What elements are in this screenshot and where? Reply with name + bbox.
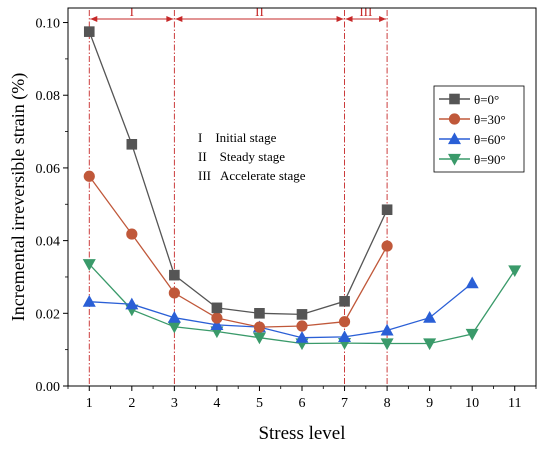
y-tick-label: 0.02	[36, 307, 61, 322]
series-line	[88, 31, 388, 316]
data-point-triangle-down	[380, 338, 394, 351]
x-tick-label: 6	[299, 396, 306, 411]
data-point-triangle-up	[167, 311, 181, 323]
legend-label: θ=90°	[474, 152, 506, 167]
legend-box	[433, 85, 525, 173]
series-3	[82, 276, 479, 343]
data-point-triangle-down	[252, 332, 266, 345]
y-tick-label: 0.10	[36, 17, 61, 32]
series-line	[89, 282, 473, 339]
data-point-square	[83, 26, 95, 37]
data-point-square	[381, 204, 393, 216]
stage-arrowhead-right	[166, 16, 174, 22]
stage-arrow-2: II	[175, 4, 344, 22]
y-tick-label: 0.04	[36, 235, 61, 250]
data-point-triangle-up	[447, 132, 462, 145]
stage-arrowhead-left	[175, 16, 183, 22]
x-axis-label: Stress level	[258, 423, 345, 444]
y-tick-label: 0.08	[36, 89, 61, 104]
data-point-circle	[168, 287, 180, 299]
data-point-circle	[448, 113, 461, 125]
stage-arrow-3: III	[345, 4, 387, 22]
x-tick-label: 8	[384, 396, 391, 411]
data-point-circle	[296, 320, 308, 332]
data-point-triangle-down	[82, 259, 96, 271]
data-point-triangle-up	[338, 330, 352, 343]
legend-label: θ=30°	[474, 112, 506, 127]
data-point-triangle-down	[447, 153, 462, 166]
data-point-square	[449, 93, 460, 105]
legend-label: θ=60°	[474, 132, 506, 147]
stage-layer: I II III	[88, 4, 388, 386]
x-tick-label: 3	[171, 396, 178, 411]
stage-label: I	[130, 4, 134, 19]
stage-arrowhead-right	[379, 16, 387, 22]
stage-label: II	[255, 4, 264, 19]
series-1	[83, 26, 393, 320]
data-point-square	[296, 309, 308, 320]
data-point-square	[339, 296, 350, 307]
series-4	[82, 259, 522, 351]
data-point-triangle-up	[210, 318, 224, 331]
legend-entry-4: θ=90°	[439, 152, 506, 167]
legend-label: θ=0°	[474, 92, 499, 107]
data-point-triangle-up	[423, 311, 437, 323]
data-point-circle	[83, 170, 95, 182]
legend-entry-1: θ=0°	[439, 92, 499, 107]
data-point-circle	[253, 321, 266, 333]
axes-layer: 1 2 3 4 5 6 7 8 9 10 11 0.00 0.02 0.04 0.06 0.08 0.10 Str…	[8, 7, 537, 444]
stage-arrowhead-right	[336, 16, 344, 22]
data-point-triangle-up	[380, 323, 394, 336]
x-tick-label: 1	[86, 396, 93, 411]
data-point-triangle-up	[295, 331, 309, 343]
y-tick-label: 0.06	[36, 162, 61, 177]
annotation-layer: I Initial stage II Steady stage III Accele…	[198, 130, 306, 183]
y-tick-label: 0.00	[36, 380, 61, 395]
x-tick-label: 7	[341, 396, 348, 411]
stage-arrowhead-left	[90, 16, 98, 22]
data-point-triangle-down	[508, 265, 522, 278]
y-axis-label: Incremental irreversible strain (%)	[8, 73, 29, 321]
data-point-square	[169, 269, 180, 281]
x-tick-label: 11	[508, 396, 521, 411]
series-layer	[82, 26, 522, 351]
data-point-circle	[338, 316, 351, 328]
x-tick-label: 9	[426, 396, 433, 411]
data-point-square	[254, 308, 265, 319]
series-line	[88, 175, 388, 328]
data-point-triangle-down	[423, 338, 437, 351]
stage-annotation: I Initial stage	[198, 130, 277, 145]
stage-arrow-1: I	[90, 4, 174, 22]
data-point-square	[211, 302, 223, 314]
data-point-circle	[211, 312, 223, 324]
legend-entry-3: θ=60°	[439, 132, 506, 147]
data-point-square	[126, 138, 138, 150]
data-point-triangle-up	[125, 297, 139, 310]
legend: θ=0° θ=30° θ=60° θ=90°	[433, 85, 525, 173]
stage-annotation: II Steady stage	[198, 149, 285, 164]
data-point-triangle-down	[465, 328, 479, 341]
x-tick-label: 2	[128, 396, 135, 411]
legend-entry-2: θ=30°	[439, 112, 506, 127]
stage-arrowhead-left	[345, 16, 353, 22]
x-tick-label: 5	[256, 396, 263, 411]
data-point-triangle-up	[465, 276, 479, 289]
x-tick-label: 10	[465, 396, 479, 411]
data-point-circle	[126, 228, 138, 240]
x-tick-label: 4	[213, 396, 220, 411]
data-point-triangle-up	[82, 295, 96, 307]
series-2	[83, 170, 393, 333]
stage-annotation: III Accelerate stage	[198, 168, 306, 183]
data-point-circle	[381, 240, 393, 252]
stage-label: III	[359, 4, 372, 19]
